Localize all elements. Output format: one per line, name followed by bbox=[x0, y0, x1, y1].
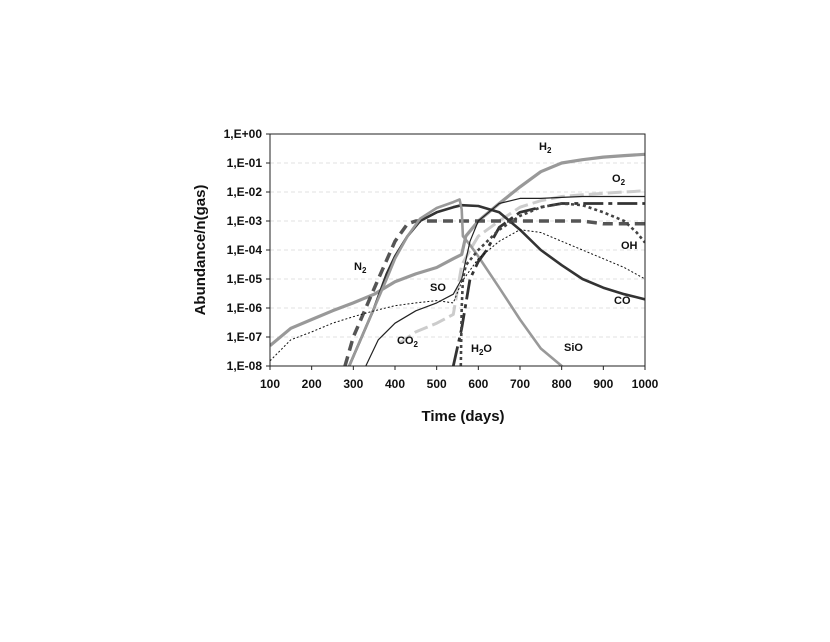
x-tick-label: 800 bbox=[552, 377, 572, 391]
series-line-co2 bbox=[451, 202, 645, 366]
y-axis-title: Abundance/n(gas) bbox=[192, 185, 209, 316]
series-label-oh: OH bbox=[621, 240, 638, 252]
series-label-sio: SiO bbox=[564, 342, 583, 354]
x-tick-labels: 100 200 300 400 500 600 700 800 900 1000 bbox=[260, 366, 659, 391]
x-tick-label: 600 bbox=[468, 377, 488, 391]
x-tick-label: 100 bbox=[260, 377, 280, 391]
y-tick-label: 1,E-08 bbox=[227, 359, 263, 373]
y-tick-label: 1,E-03 bbox=[227, 214, 263, 228]
series-label-h2: H2 bbox=[539, 141, 552, 155]
y-tick-label: 1,E-01 bbox=[227, 156, 263, 170]
series-line-h2o bbox=[459, 202, 645, 366]
y-tick-label: 1,E-07 bbox=[227, 330, 263, 344]
gridlines bbox=[270, 162, 645, 338]
series-labels: H2 O2 N2 CO SiO SO CO2 H2O OH bbox=[354, 141, 638, 357]
series-line-o2 bbox=[398, 189, 645, 345]
y-tick-labels: 1,E-08 1,E-07 1,E-06 1,E-05 1,E-04 1,E-03 1,E-… bbox=[224, 127, 270, 373]
series-line-n2 bbox=[343, 219, 645, 366]
y-tick-label: 1,E-02 bbox=[227, 185, 263, 199]
x-tick-label: 400 bbox=[385, 377, 405, 391]
x-tick-label: 900 bbox=[593, 377, 613, 391]
x-tick-label: 700 bbox=[510, 377, 530, 391]
series-label-o2: O2 bbox=[612, 173, 626, 187]
series-line-h2 bbox=[270, 152, 645, 347]
series-line-so bbox=[365, 195, 645, 366]
series-label-so: SO bbox=[430, 282, 446, 294]
y-tick-label: 1,E-06 bbox=[227, 301, 263, 315]
y-tick-label: 1,E+00 bbox=[224, 127, 263, 141]
y-tick-label: 1,E-05 bbox=[227, 272, 263, 286]
x-tick-label: 300 bbox=[343, 377, 363, 391]
x-axis-title: Time (days) bbox=[421, 408, 504, 425]
series-label-co2: CO2 bbox=[397, 335, 419, 349]
series-line-sio bbox=[348, 198, 564, 366]
series-label-h2o: H2O bbox=[471, 343, 492, 357]
x-tick-label: 1000 bbox=[632, 377, 659, 391]
series-label-n2: N2 bbox=[354, 261, 367, 275]
x-tick-label: 500 bbox=[427, 377, 447, 391]
series-layer bbox=[270, 152, 645, 366]
series-label-co: CO bbox=[614, 295, 631, 307]
x-tick-label: 200 bbox=[302, 377, 322, 391]
series-line-oh bbox=[270, 229, 645, 362]
y-tick-label: 1,E-04 bbox=[227, 243, 263, 257]
